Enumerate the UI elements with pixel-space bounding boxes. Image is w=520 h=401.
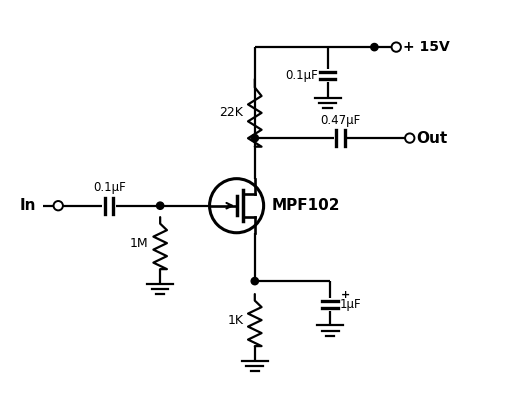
- Text: In: In: [20, 198, 36, 213]
- Text: + 15V: + 15V: [403, 40, 450, 54]
- Text: 0.1μF: 0.1μF: [285, 69, 318, 82]
- Circle shape: [251, 134, 258, 142]
- Text: 0.47μF: 0.47μF: [320, 113, 361, 127]
- Circle shape: [392, 43, 401, 52]
- Circle shape: [251, 277, 258, 285]
- Text: 1μF: 1μF: [340, 298, 361, 311]
- Text: 22K: 22K: [219, 106, 243, 119]
- Text: 0.1μF: 0.1μF: [93, 181, 125, 194]
- Circle shape: [371, 43, 378, 51]
- Circle shape: [405, 134, 414, 143]
- Circle shape: [210, 179, 264, 233]
- Text: Out: Out: [416, 131, 447, 146]
- Text: MPF102: MPF102: [271, 198, 340, 213]
- Circle shape: [157, 202, 164, 209]
- Circle shape: [54, 201, 63, 211]
- Text: 1M: 1M: [130, 237, 149, 250]
- Text: 1K: 1K: [227, 314, 243, 326]
- Text: +: +: [341, 290, 350, 300]
